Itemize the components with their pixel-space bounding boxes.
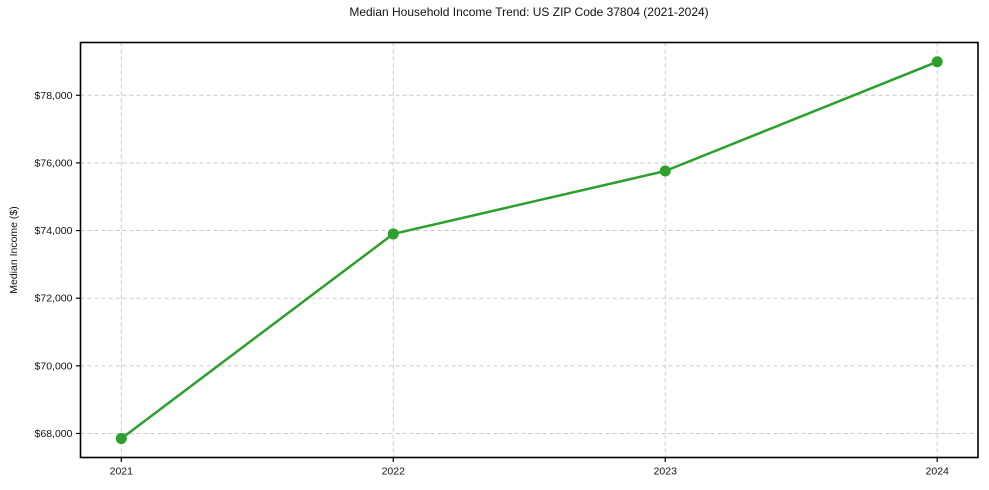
x-tick-label: 2024: [926, 466, 950, 478]
x-tick-label: 2021: [110, 466, 134, 478]
y-tick-label: $78,000: [35, 90, 73, 102]
y-axis-label: Median Income ($): [8, 206, 20, 294]
data-point: [115, 433, 127, 445]
y-tick-label: $74,000: [35, 225, 73, 237]
y-tick-label: $68,000: [35, 428, 73, 440]
data-point: [931, 56, 943, 68]
data-point: [387, 228, 399, 240]
x-tick-label: 2022: [382, 466, 406, 478]
plot-border: [79, 41, 979, 459]
y-tick-label: $76,000: [35, 157, 73, 169]
data-point: [659, 165, 671, 177]
chart-title: Median Household Income Trend: US ZIP Co…: [349, 5, 709, 19]
y-tick-label: $70,000: [35, 360, 73, 372]
y-tick-label: $72,000: [35, 293, 73, 305]
x-tick-label: 2023: [654, 466, 678, 478]
trend-line: [120, 60, 939, 440]
